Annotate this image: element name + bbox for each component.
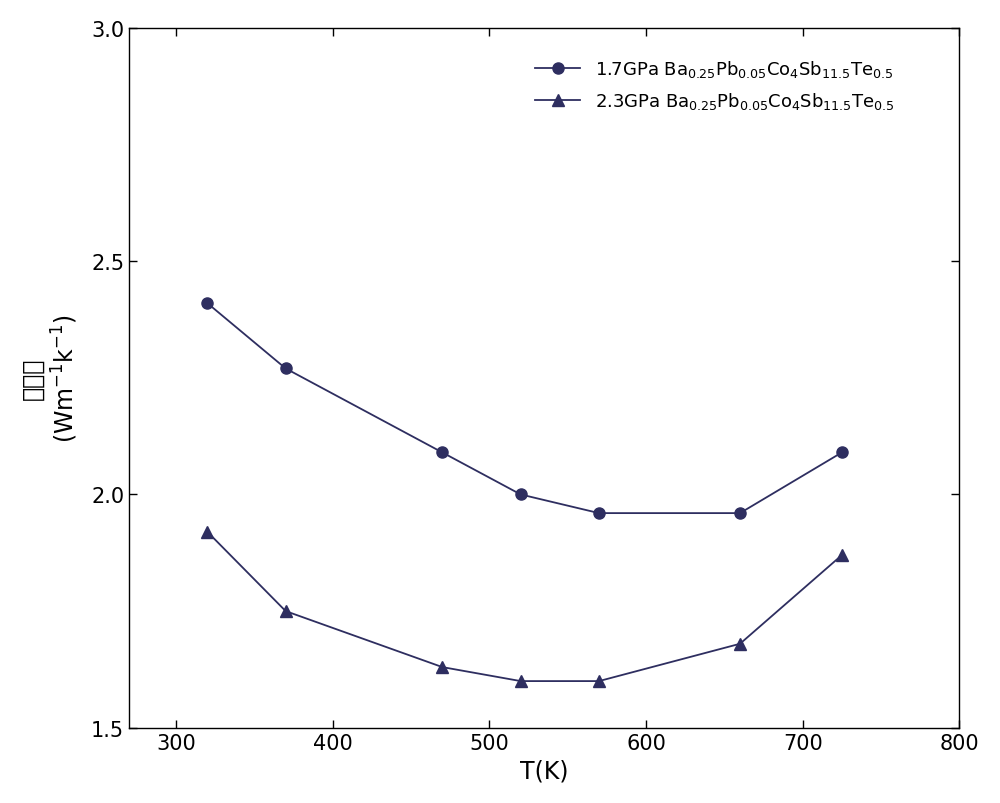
1.7GPa Ba$_{0.25}$Pb$_{0.05}$Co$_4$Sb$_{11.5}$Te$_{0.5}$ — [280, 365, 292, 374]
2.3GPa Ba$_{0.25}$Pb$_{0.05}$Co$_4$Sb$_{11.5}$Te$_{0.5}$ — [201, 528, 213, 537]
2.3GPa Ba$_{0.25}$Pb$_{0.05}$Co$_4$Sb$_{11.5}$Te$_{0.5}$ — [593, 676, 605, 686]
2.3GPa Ba$_{0.25}$Pb$_{0.05}$Co$_4$Sb$_{11.5}$Te$_{0.5}$ — [515, 676, 527, 686]
1.7GPa Ba$_{0.25}$Pb$_{0.05}$Co$_4$Sb$_{11.5}$Te$_{0.5}$ — [836, 448, 848, 458]
Line: 1.7GPa Ba$_{0.25}$Pb$_{0.05}$Co$_4$Sb$_{11.5}$Te$_{0.5}$: 1.7GPa Ba$_{0.25}$Pb$_{0.05}$Co$_4$Sb$_{… — [202, 298, 847, 519]
2.3GPa Ba$_{0.25}$Pb$_{0.05}$Co$_4$Sb$_{11.5}$Te$_{0.5}$ — [836, 551, 848, 560]
1.7GPa Ba$_{0.25}$Pb$_{0.05}$Co$_4$Sb$_{11.5}$Te$_{0.5}$ — [201, 299, 213, 308]
1.7GPa Ba$_{0.25}$Pb$_{0.05}$Co$_4$Sb$_{11.5}$Te$_{0.5}$ — [515, 490, 527, 499]
2.3GPa Ba$_{0.25}$Pb$_{0.05}$Co$_4$Sb$_{11.5}$Te$_{0.5}$ — [280, 606, 292, 616]
Y-axis label: 热导率
(Wm$^{-1}$k$^{-1}$): 热导率 (Wm$^{-1}$k$^{-1}$) — [21, 314, 80, 442]
X-axis label: T(K): T(K) — [520, 758, 568, 782]
2.3GPa Ba$_{0.25}$Pb$_{0.05}$Co$_4$Sb$_{11.5}$Te$_{0.5}$ — [734, 639, 746, 649]
1.7GPa Ba$_{0.25}$Pb$_{0.05}$Co$_4$Sb$_{11.5}$Te$_{0.5}$ — [734, 508, 746, 518]
Legend: 1.7GPa Ba$_{0.25}$Pb$_{0.05}$Co$_4$Sb$_{11.5}$Te$_{0.5}$, 2.3GPa Ba$_{0.25}$Pb$_: 1.7GPa Ba$_{0.25}$Pb$_{0.05}$Co$_4$Sb$_{… — [521, 45, 909, 126]
1.7GPa Ba$_{0.25}$Pb$_{0.05}$Co$_4$Sb$_{11.5}$Te$_{0.5}$ — [593, 508, 605, 518]
Line: 2.3GPa Ba$_{0.25}$Pb$_{0.05}$Co$_4$Sb$_{11.5}$Te$_{0.5}$: 2.3GPa Ba$_{0.25}$Pb$_{0.05}$Co$_4$Sb$_{… — [201, 526, 848, 687]
2.3GPa Ba$_{0.25}$Pb$_{0.05}$Co$_4$Sb$_{11.5}$Te$_{0.5}$ — [436, 662, 448, 672]
1.7GPa Ba$_{0.25}$Pb$_{0.05}$Co$_4$Sb$_{11.5}$Te$_{0.5}$ — [436, 448, 448, 458]
